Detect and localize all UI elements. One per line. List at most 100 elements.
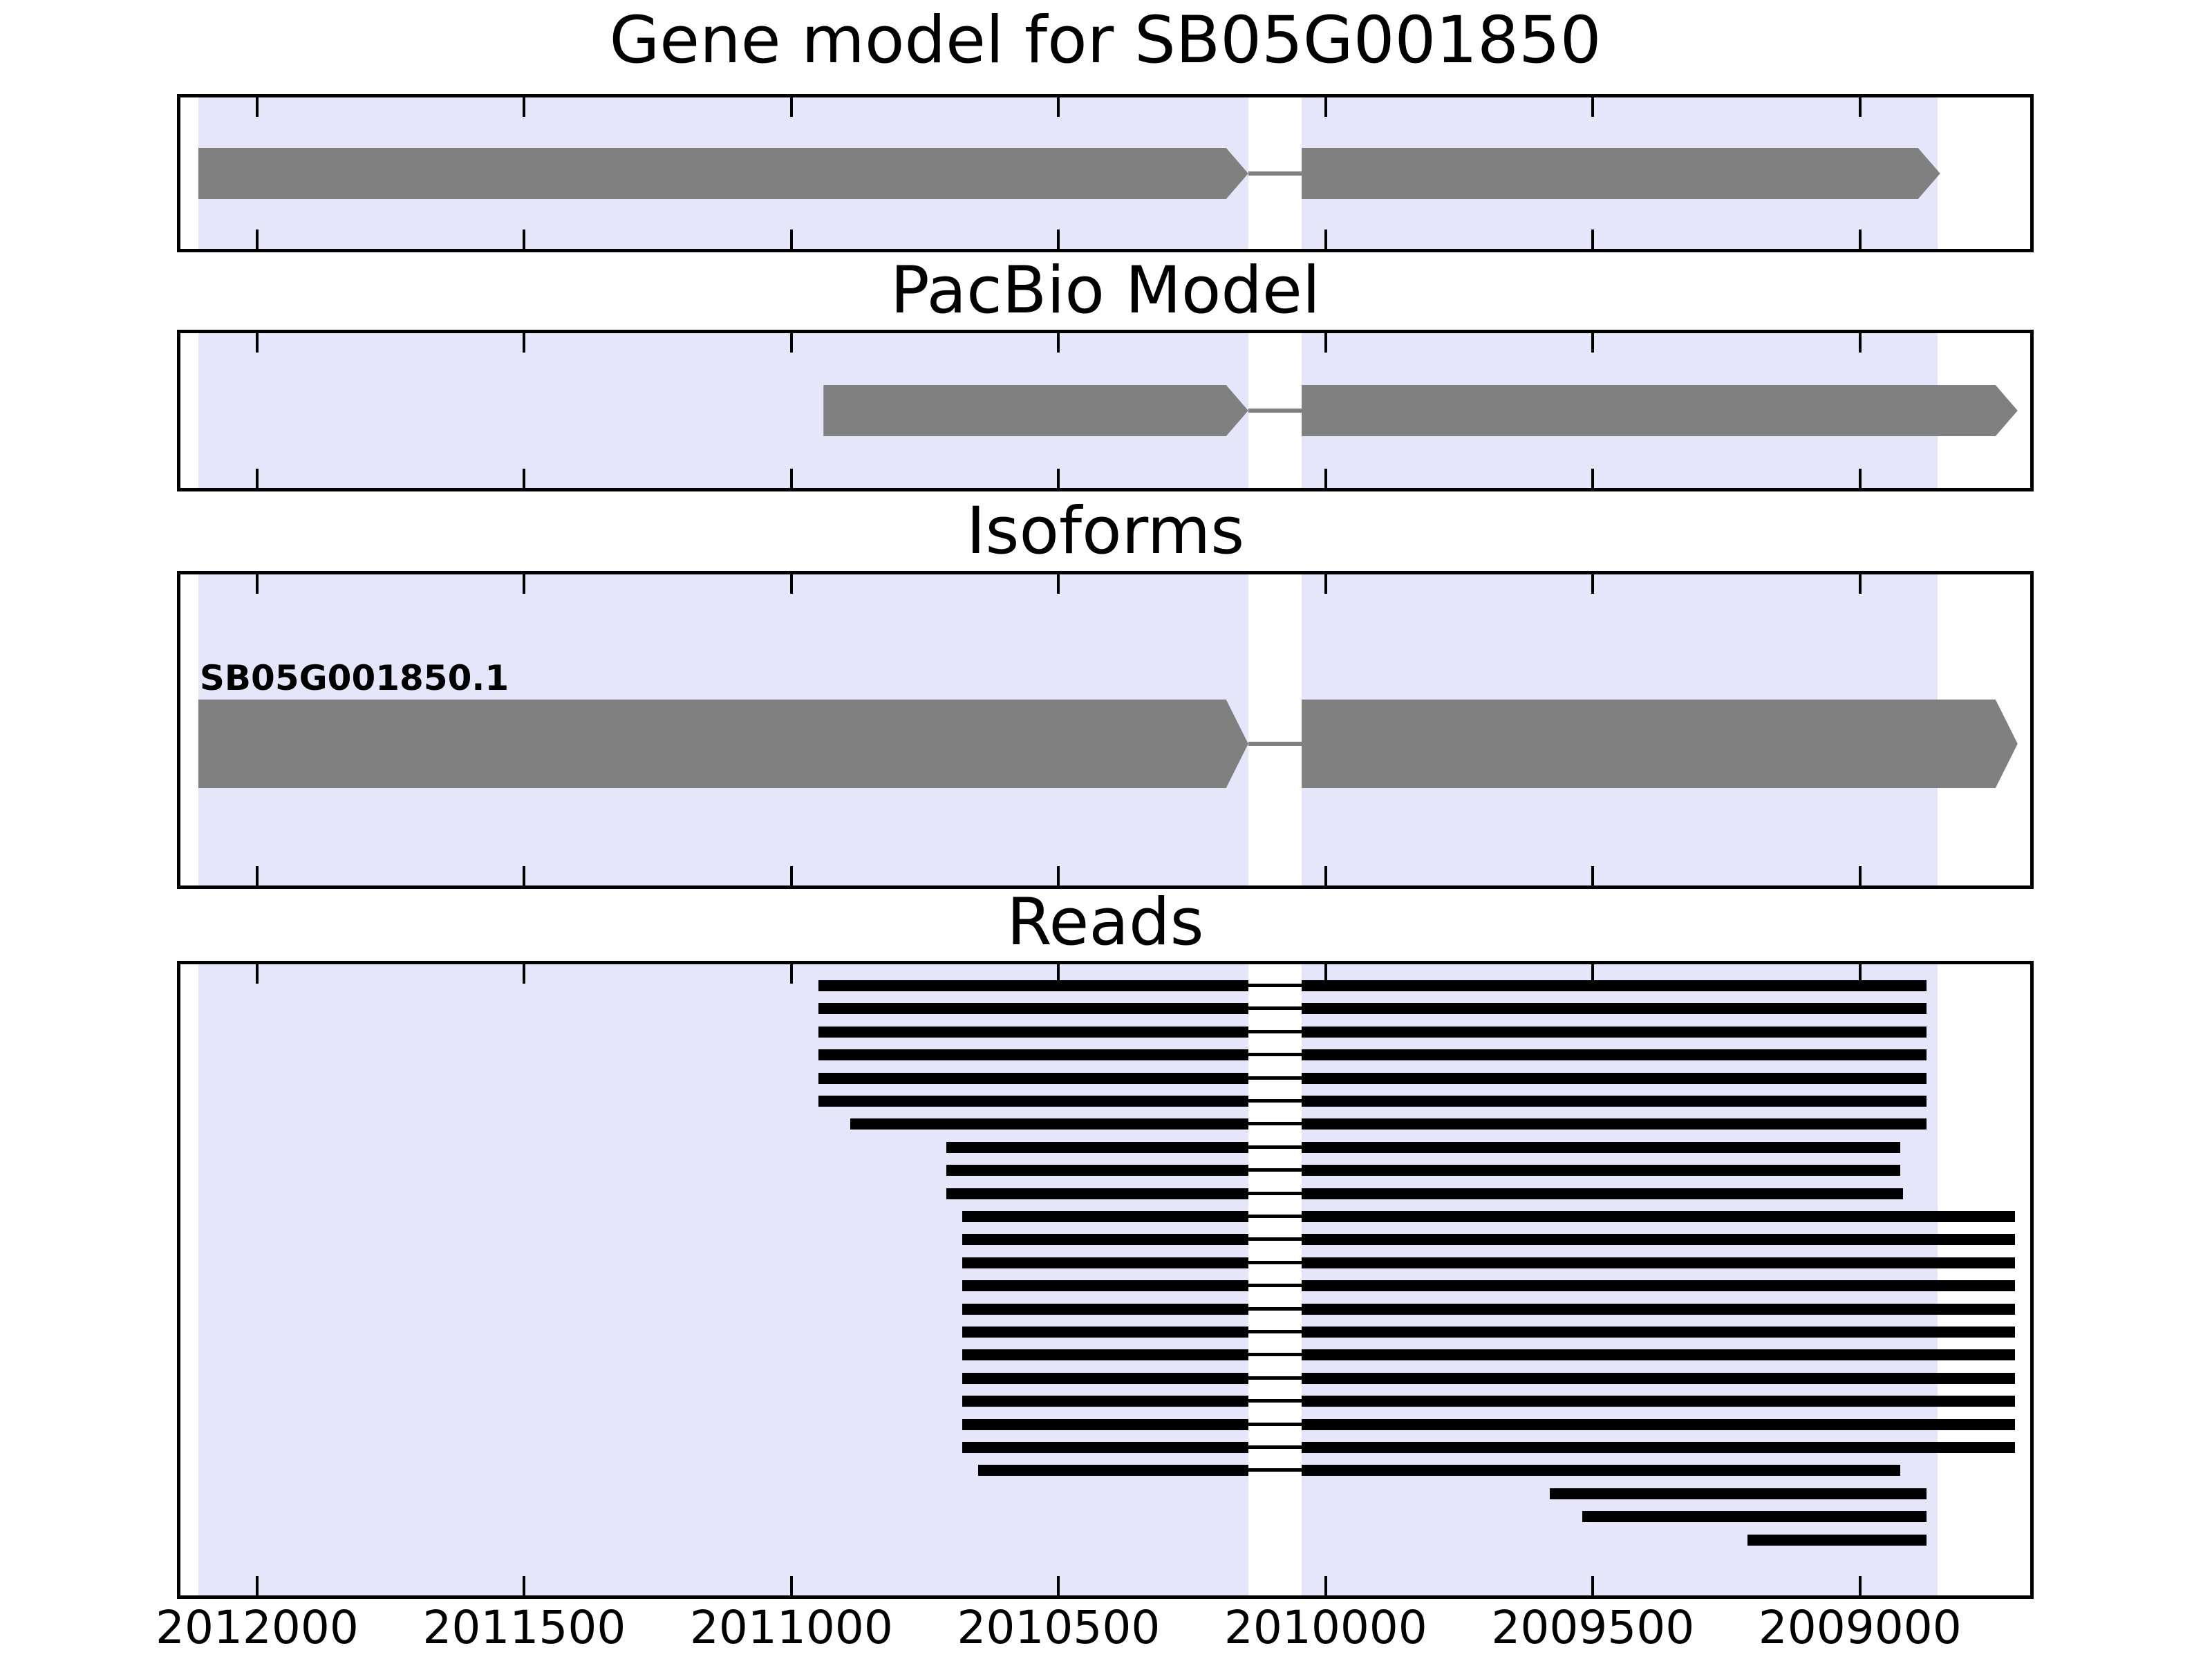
exon-arrow [198,700,1248,788]
intron-line [1248,742,1302,746]
x-tick-label: 2012000 [155,1601,359,1654]
read-junction-line [1248,1099,1302,1103]
axis-tick [1057,97,1060,117]
read-segment [1302,1396,2015,1407]
read-junction-line [1248,984,1302,987]
axis-tick [1591,574,1595,594]
read-segment [1302,1257,2015,1268]
axis-tick [1591,1576,1595,1595]
read-segment [962,1280,1248,1291]
axis-tick [255,866,259,885]
read-segment [1302,1003,1927,1014]
read-segment [1302,1442,2015,1453]
axis-tick [789,1576,793,1595]
x-tick-label: 2011000 [689,1601,893,1654]
axis-tick [789,229,793,249]
axis-tick [523,97,526,117]
axis-tick [255,97,259,117]
axis-tick [789,574,793,594]
exon-arrow [1302,385,2018,436]
panel-title-isoforms: Isoforms [966,494,1245,569]
read-segment [962,1419,1248,1430]
axis-tick [1858,866,1862,885]
read-segment [946,1165,1248,1176]
read-segment [1550,1488,1927,1499]
read-junction-line [1248,1399,1302,1403]
x-tick-label: 2010500 [957,1601,1161,1654]
read-junction-line [1248,1030,1302,1033]
read-segment [1302,1049,1927,1060]
x-tick-label: 2009000 [1758,1601,1962,1654]
intron-line [1248,171,1302,176]
read-segment [962,1234,1248,1245]
read-junction-line [1248,1076,1302,1080]
x-tick-label: 2009500 [1491,1601,1695,1654]
exon-highlight-band [198,964,1248,1595]
read-segment [962,1373,1248,1384]
axis-tick [523,333,526,353]
axis-tick [1057,964,1060,984]
axis-tick [1057,866,1060,885]
read-segment [1302,1211,2015,1222]
axis-tick [255,229,259,249]
axis-tick [789,333,793,353]
read-junction-line [1248,1307,1302,1311]
axis-tick [1858,964,1862,984]
read-segment [946,1142,1248,1153]
x-tick-label: 2011500 [422,1601,626,1654]
axis-tick [523,866,526,885]
axis-tick [523,1576,526,1595]
read-junction-line [1248,1053,1302,1056]
axis-tick [789,469,793,488]
read-segment [1302,1373,2015,1384]
axis-tick [1591,97,1595,117]
read-segment [962,1304,1248,1315]
axis-tick [1324,229,1327,249]
axis-tick [1858,469,1862,488]
read-junction-line [1248,1284,1302,1287]
axis-tick [523,469,526,488]
read-segment [1302,1118,1927,1130]
read-junction-line [1248,1145,1302,1149]
read-junction-line [1248,1215,1302,1218]
read-junction-line [1248,1122,1302,1125]
axis-tick [1591,964,1595,984]
axis-tick [1057,574,1060,594]
read-segment [818,1073,1248,1084]
read-segment [1302,1234,2015,1245]
panel-title-reads: Reads [1006,885,1204,960]
read-segment [962,1396,1248,1407]
read-junction-line [1248,1237,1302,1241]
read-segment [818,980,1248,991]
axis-tick [1324,964,1327,984]
read-segment [1302,1349,2015,1360]
axis-tick [1858,574,1862,594]
read-junction-line [1248,1423,1302,1426]
axis-tick [255,964,259,984]
axis-tick [1057,333,1060,353]
read-segment [1302,1142,1900,1153]
read-junction-line [1248,1192,1302,1195]
axis-tick [255,1576,259,1595]
axis-tick [1858,97,1862,117]
isoform-label: SB05G001850.1 [199,658,509,698]
read-junction-line [1248,1353,1302,1356]
axis-tick [1858,1576,1862,1595]
read-segment [818,1049,1248,1060]
read-segment [962,1327,1248,1338]
exon-arrow [1302,700,2018,788]
axis-tick [1324,574,1327,594]
axis-tick [1591,469,1595,488]
axis-tick [789,964,793,984]
axis-tick [1324,469,1327,488]
axis-tick [1057,229,1060,249]
read-junction-line [1248,1330,1302,1333]
read-junction-line [1248,1468,1302,1472]
axis-tick [789,97,793,117]
read-junction-line [1248,1168,1302,1172]
read-segment [1302,1327,2015,1338]
read-segment [962,1257,1248,1268]
read-segment [1302,1165,1900,1176]
axis-tick [255,469,259,488]
axis-tick [1324,1576,1327,1595]
